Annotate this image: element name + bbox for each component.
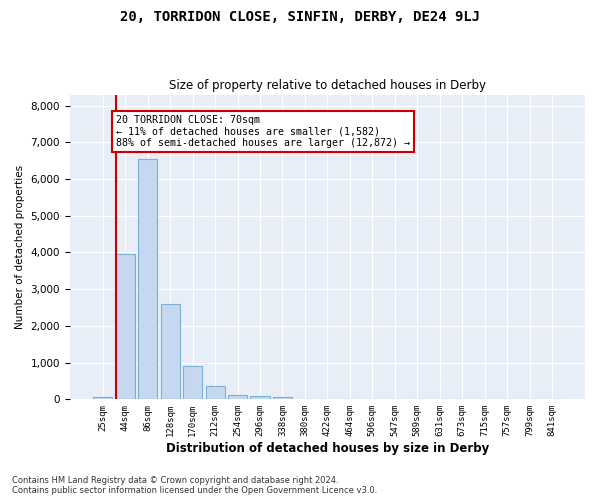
Title: Size of property relative to detached houses in Derby: Size of property relative to detached ho… [169, 79, 486, 92]
Bar [228, 394, 247, 400]
Text: 20, TORRIDON CLOSE, SINFIN, DERBY, DE24 9LJ: 20, TORRIDON CLOSE, SINFIN, DERBY, DE24 … [120, 10, 480, 24]
Text: Contains HM Land Registry data © Crown copyright and database right 2024.
Contai: Contains HM Land Registry data © Crown c… [12, 476, 377, 495]
Bar [273, 398, 292, 400]
Bar [138, 159, 157, 400]
Bar [93, 398, 112, 400]
Y-axis label: Number of detached properties: Number of detached properties [15, 165, 25, 329]
Bar [206, 386, 224, 400]
Bar [250, 396, 269, 400]
Text: 20 TORRIDON CLOSE: 70sqm
← 11% of detached houses are smaller (1,582)
88% of sem: 20 TORRIDON CLOSE: 70sqm ← 11% of detach… [116, 115, 410, 148]
Bar [116, 254, 135, 400]
Bar [183, 366, 202, 400]
X-axis label: Distribution of detached houses by size in Derby: Distribution of detached houses by size … [166, 442, 489, 455]
Bar [161, 304, 179, 400]
